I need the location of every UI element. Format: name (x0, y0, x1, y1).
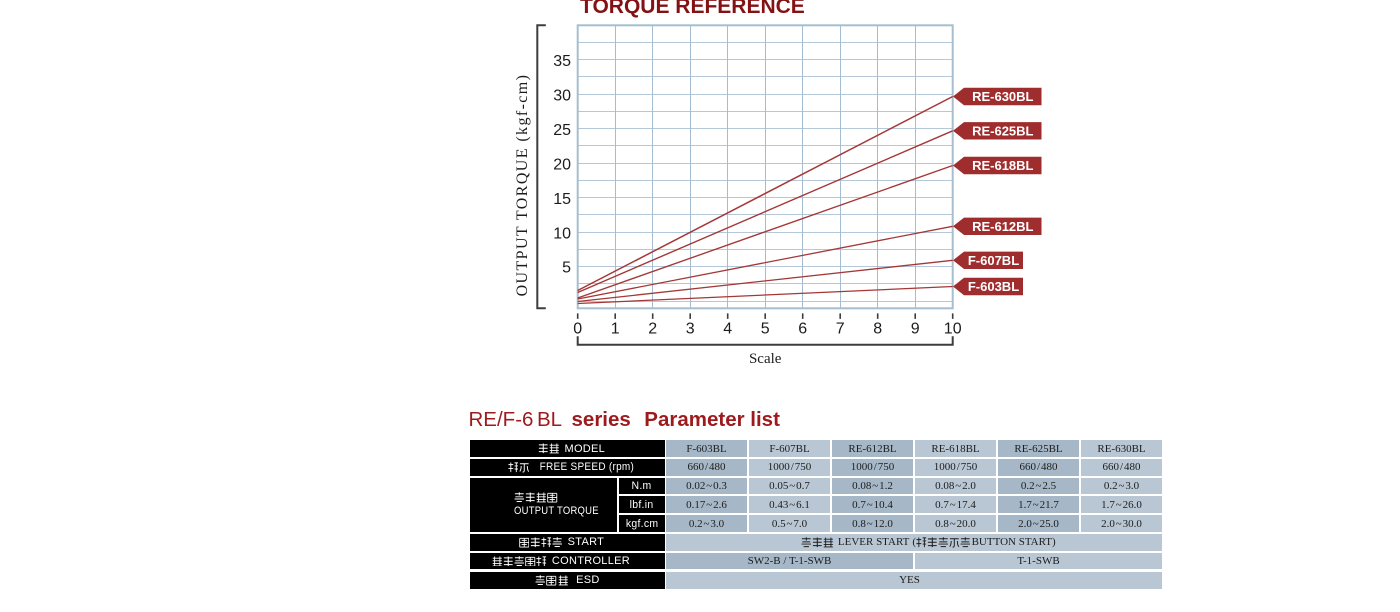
svg-text:9: 9 (911, 320, 920, 337)
svg-text:20: 20 (553, 156, 571, 173)
svg-text:1: 1 (611, 320, 620, 337)
svg-text:Scale: Scale (749, 351, 782, 367)
svg-text:35: 35 (553, 53, 571, 70)
svg-text:OUTPUT TORQUE (kgf-cm): OUTPUT TORQUE (kgf-cm) (514, 74, 531, 297)
svg-text:F-603BL: F-603BL (968, 279, 1019, 294)
svg-text:RE-630BL: RE-630BL (972, 89, 1033, 104)
svg-text:2: 2 (648, 320, 657, 337)
svg-text:4: 4 (723, 320, 732, 337)
svg-text:25: 25 (553, 122, 571, 139)
svg-text:TORQUE REFERENCE: TORQUE REFERENCE (580, 0, 805, 18)
svg-text:3: 3 (686, 320, 695, 337)
svg-text:5: 5 (761, 320, 770, 337)
svg-text:RE-618BL: RE-618BL (972, 158, 1033, 173)
svg-text:10: 10 (553, 225, 571, 242)
svg-text:10: 10 (944, 320, 962, 337)
svg-text:30: 30 (553, 87, 571, 104)
svg-text:RE-612BL: RE-612BL (972, 219, 1033, 234)
svg-text:F-607BL: F-607BL (968, 253, 1019, 268)
svg-text:8: 8 (873, 320, 882, 337)
svg-text:15: 15 (553, 191, 571, 208)
svg-text:RE-625BL: RE-625BL (972, 123, 1033, 138)
svg-text:7: 7 (836, 320, 845, 337)
svg-text:6: 6 (798, 320, 807, 337)
svg-text:5: 5 (562, 260, 571, 277)
svg-text:0: 0 (573, 320, 582, 337)
